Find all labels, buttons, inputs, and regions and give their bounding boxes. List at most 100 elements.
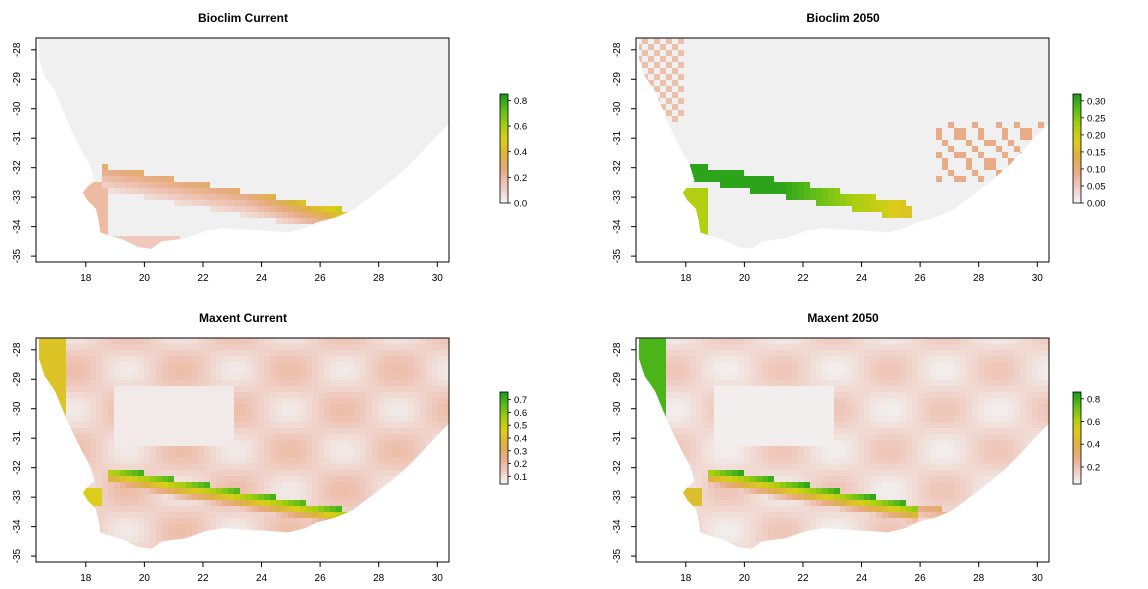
raster-cell [78,176,85,183]
raster-cell [372,146,379,153]
raster-cell [300,140,307,147]
legend-tick-label: 0.6 [514,122,527,133]
raster-cell [444,92,449,99]
raster-cell [906,182,913,189]
raster-cell [38,152,43,159]
raster-cell [432,116,439,123]
raster-cell [162,260,168,266]
raster-cell [276,116,283,123]
raster-cell [300,110,307,117]
raster-cell [810,176,817,183]
raster-cell [108,260,114,266]
raster-cell [996,92,1003,99]
raster-cell [972,206,979,213]
raster-cell [672,62,679,69]
raster-cell [186,122,193,129]
raster-cell [1032,182,1039,189]
raster-cell [642,200,649,207]
raster-cell [288,170,295,177]
raster-cell [282,236,289,243]
raster-cell [126,242,133,249]
raster-cell [648,122,655,129]
raster-cell [432,200,439,207]
raster-cell [234,104,241,111]
raster-cell [72,176,79,183]
raster-cell [102,188,109,195]
raster-cell [360,170,367,177]
raster-cell [246,158,253,165]
raster-cell [726,122,733,129]
raster-cell [912,206,919,213]
raster-cell [960,134,967,141]
raster-cell [678,170,685,177]
raster-cell [660,92,667,99]
raster-cell [384,230,391,237]
raster-cell [726,128,733,135]
raster-cell [108,158,115,165]
raster-cell [432,62,439,69]
raster-cell [648,116,655,123]
raster-cell [708,206,715,213]
raster-cell [690,200,697,207]
raster-cell [1032,92,1039,99]
raster-cell [372,80,379,87]
raster-cell [114,74,121,81]
raster-cell [1020,38,1027,45]
raster-cell [282,194,289,201]
raster-cell [102,182,109,189]
raster-cell [972,194,979,201]
raster-cell [162,188,169,195]
raster-cell [132,68,139,75]
raster-cell [1020,116,1027,123]
raster-cell [210,176,217,183]
raster-cell [96,230,103,237]
raster-cell [660,218,667,225]
raster-cell [300,92,307,99]
raster-cell [906,212,913,219]
raster-cell [1026,56,1033,63]
raster-cell [966,122,973,129]
raster-cell [258,182,265,189]
raster-cell [162,200,169,207]
raster-cell [288,116,295,123]
raster-cell [762,146,769,153]
raster-cell [306,38,313,45]
raster-cell [672,206,679,213]
raster-cell [1002,212,1009,219]
raster-cell [684,80,691,87]
raster-cell [384,110,391,117]
raster-cell [54,206,61,213]
raster-cell [786,128,793,135]
raster-cell [924,80,931,87]
raster-cell [336,74,343,81]
raster-cell [930,182,937,189]
raster-cell [888,134,895,141]
raster-cell [210,188,217,195]
raster-cell [654,104,661,111]
raster-cell [888,122,895,129]
raster-cell [372,242,379,249]
raster-cell [198,230,205,237]
raster-cell [234,242,241,249]
raster-cell [714,98,721,105]
raster-cell [336,194,343,201]
raster-cell [798,122,805,129]
raster-cell [138,104,145,111]
raster-cell [384,122,391,129]
raster-cell [288,56,295,63]
raster-cell [48,224,55,231]
raster-cell [834,152,841,159]
raster-cell [648,218,655,225]
raster-cell [330,164,337,171]
raster-cell [264,164,271,171]
raster-cell [816,194,823,201]
raster-cell [120,254,126,260]
raster-cell [210,122,217,129]
raster-cell [84,260,90,266]
raster-cell [294,218,301,225]
raster-cell [78,92,85,99]
raster-cell [276,188,283,195]
raster-cell [360,260,366,266]
raster-cell [948,164,955,171]
raster-cell [144,152,151,159]
